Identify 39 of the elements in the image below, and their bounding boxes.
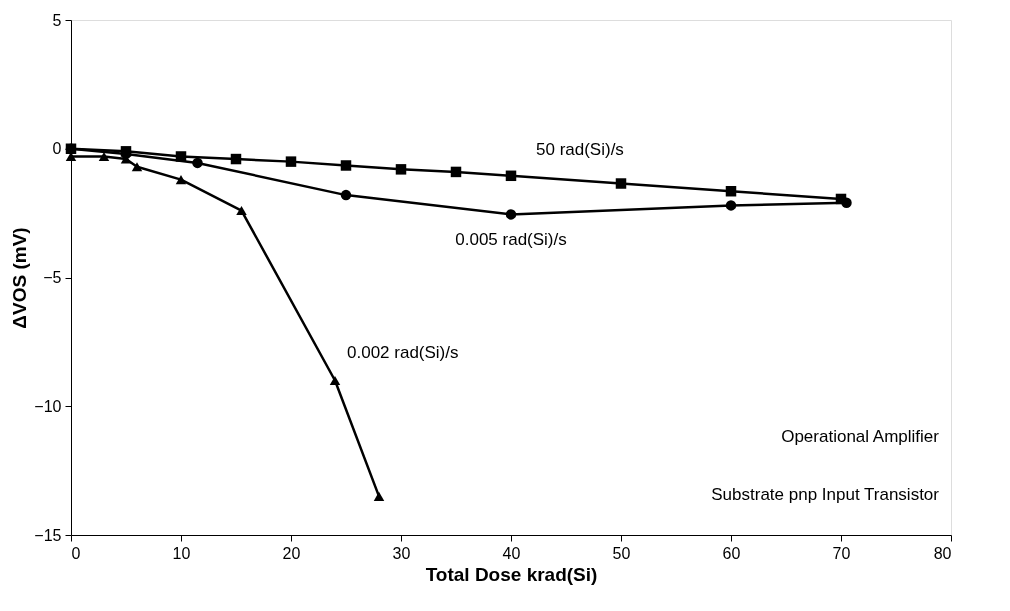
point [450,166,462,178]
y-tick-label: 0 [52,140,62,158]
series-label: 50 rad(Si)/s [536,139,624,159]
point [329,375,341,386]
annotation: Operational Amplifier [781,427,940,446]
point [841,197,852,209]
x-axis-title: Total Dose krad(Si) [425,563,598,585]
y-tick-label: 5 [52,11,62,29]
y-tick-label: −5 [43,269,62,286]
point [340,189,352,201]
point [725,200,737,211]
point [236,206,247,216]
x-tick-label: 20 [282,544,301,562]
point [340,160,352,171]
series-label: 0.005 rad(Si)/s [455,230,567,250]
y-axis-title: ΔVOS (mV) [9,227,31,329]
point [192,157,203,169]
x-tick-label: 80 [933,544,952,562]
x-tick-label: 10 [172,544,191,562]
point [725,185,737,197]
point [131,162,143,172]
y-tick-label: −15 [34,526,62,544]
x-tick-label: 60 [722,544,741,562]
x-tick-label: 50 [612,544,631,562]
y-tick-label: −10 [34,397,62,415]
point [395,164,407,175]
point [230,153,242,165]
series-label: 0.002 rad(Si)/s [347,342,459,362]
point [505,209,517,220]
x-tick-label: 70 [832,544,851,562]
point [285,156,297,167]
annotation: Substrate pnp Input Transistor [711,485,940,504]
x-tick-label: 40 [502,544,521,562]
x-tick-label: 0 [71,544,81,562]
point [615,178,627,189]
point [505,170,517,182]
point [175,175,187,185]
x-tick-label: 30 [392,544,411,562]
point [373,491,385,501]
